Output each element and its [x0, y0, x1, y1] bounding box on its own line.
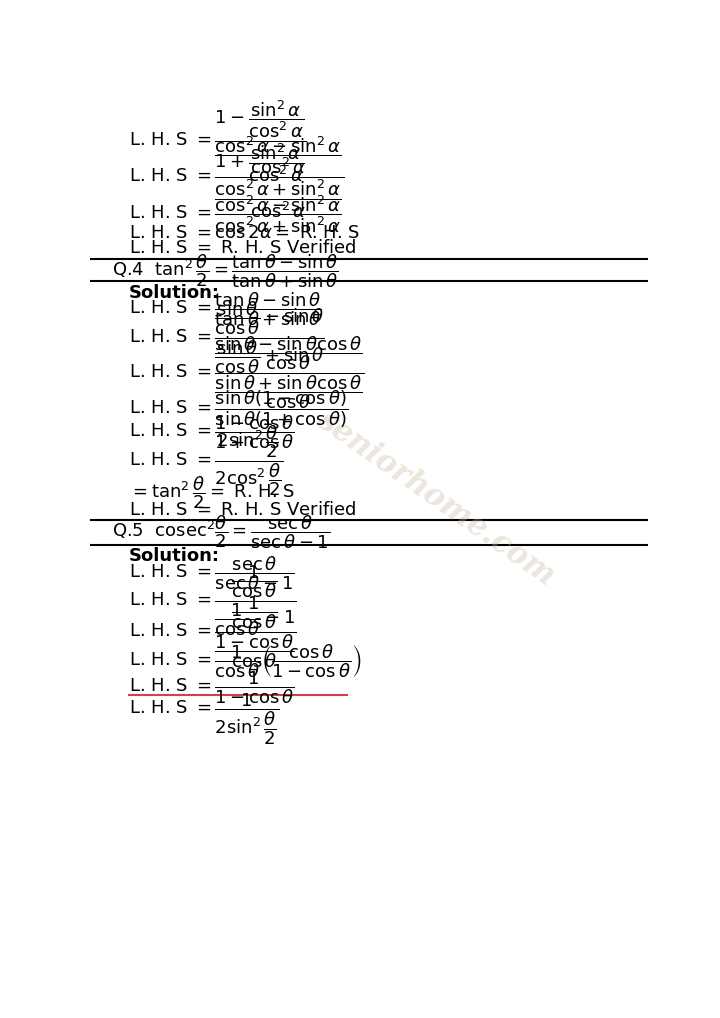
Text: L. H. S $=\dfrac{\dfrac{\sin\theta}{\cos\theta}-\sin\theta}{\dfrac{\sin\theta}{\: L. H. S $=\dfrac{\dfrac{\sin\theta}{\cos…	[129, 299, 325, 377]
Text: Q.4  $\tan^2\dfrac{\theta}{2}=\dfrac{\tan\theta-\sin\theta}{\tan\theta+\sin\thet: Q.4 $\tan^2\dfrac{\theta}{2}=\dfrac{\tan…	[112, 252, 339, 290]
Text: L. H. S $=\dfrac{\dfrac{1}{\cos\theta}}{\dfrac{1}{\cos\theta}-1}$: L. H. S $=\dfrac{\dfrac{1}{\cos\theta}}{…	[129, 563, 297, 638]
Text: L. H. S $=\dfrac{\dfrac{\cos^2\alpha-\sin^2\alpha}{\cos^2\alpha}}{\dfrac{\cos^2\: L. H. S $=\dfrac{\dfrac{\cos^2\alpha-\si…	[129, 134, 344, 220]
Text: L. H. S $=\dfrac{\dfrac{\sin\theta-\sin\theta\cos\theta}{\cos\theta}}{\dfrac{\si: L. H. S $=\dfrac{\dfrac{\sin\theta-\sin\…	[129, 335, 365, 411]
Text: L. H. S $=\dfrac{1}{\cos\theta}\left(\dfrac{\cos\theta}{1-\cos\theta}\right)$: L. H. S $=\dfrac{1}{\cos\theta}\left(\df…	[129, 642, 361, 680]
Text: L. H. S $=\dfrac{2\sin^2\dfrac{\theta}{2}}{2\cos^2\dfrac{\theta}{2}}$: L. H. S $=\dfrac{2\sin^2\dfrac{\theta}{2…	[129, 423, 284, 498]
Text: L. H. S $=\dfrac{\sec\theta}{\sec\theta-1}$: L. H. S $=\dfrac{\sec\theta}{\sec\theta-…	[129, 554, 294, 591]
Text: L. H. S $=\dfrac{1}{1-\cos\theta}$: L. H. S $=\dfrac{1}{1-\cos\theta}$	[129, 670, 294, 706]
Text: $=\tan^2\dfrac{\theta}{2}=$ R. H. S: $=\tan^2\dfrac{\theta}{2}=$ R. H. S	[129, 474, 295, 511]
Text: L. H. S $=\dfrac{1-\cos\theta}{1+\cos\theta}$: L. H. S $=\dfrac{1-\cos\theta}{1+\cos\th…	[129, 413, 294, 451]
Text: Solution:: Solution:	[129, 284, 220, 302]
Text: L. H. S $=$ R. H. S Verified: L. H. S $=$ R. H. S Verified	[129, 501, 356, 519]
Text: L. H. S $=\dfrac{1}{2\sin^2\dfrac{\theta}{2}}$: L. H. S $=\dfrac{1}{2\sin^2\dfrac{\theta…	[129, 692, 279, 747]
Text: L. H. S $=\dfrac{\sin\theta(1-\cos\theta)}{\sin\theta(1+\cos\theta)}$: L. H. S $=\dfrac{\sin\theta(1-\cos\theta…	[129, 388, 348, 430]
Text: Q.5  $\mathrm{cosec}^2\dfrac{\theta}{2}=\dfrac{\sec\theta}{\sec\theta-1}$: Q.5 $\mathrm{cosec}^2\dfrac{\theta}{2}=\…	[112, 513, 330, 551]
Text: L. H. S $=\dfrac{\dfrac{1}{\cos\theta}}{\dfrac{1-\cos\theta}{\cos\theta}}$: L. H. S $=\dfrac{\dfrac{1}{\cos\theta}}{…	[129, 593, 297, 670]
Text: L. H. S $=\dfrac{\cos^2\alpha-\sin^2\alpha}{\cos^2\alpha+\sin^2\alpha}$: L. H. S $=\dfrac{\cos^2\alpha-\sin^2\alp…	[129, 193, 342, 235]
Text: L. H. S $=\dfrac{1-\dfrac{\sin^2\alpha}{\cos^2\alpha}}{1+\dfrac{\sin^2\alpha}{\c: L. H. S $=\dfrac{1-\dfrac{\sin^2\alpha}{…	[129, 99, 306, 184]
Text: L. H. S $=\dfrac{\tan\theta-\sin\theta}{\tan\theta+\sin\theta}$: L. H. S $=\dfrac{\tan\theta-\sin\theta}{…	[129, 290, 322, 328]
Text: seniorhome.com: seniorhome.com	[311, 404, 561, 592]
Text: Solution:: Solution:	[129, 547, 220, 565]
Text: L. H. S $= \cos 2\alpha =$ R. H. S: L. H. S $= \cos 2\alpha =$ R. H. S	[129, 224, 361, 242]
Text: L. H. S $=$ R. H. S Verified: L. H. S $=$ R. H. S Verified	[129, 239, 356, 258]
